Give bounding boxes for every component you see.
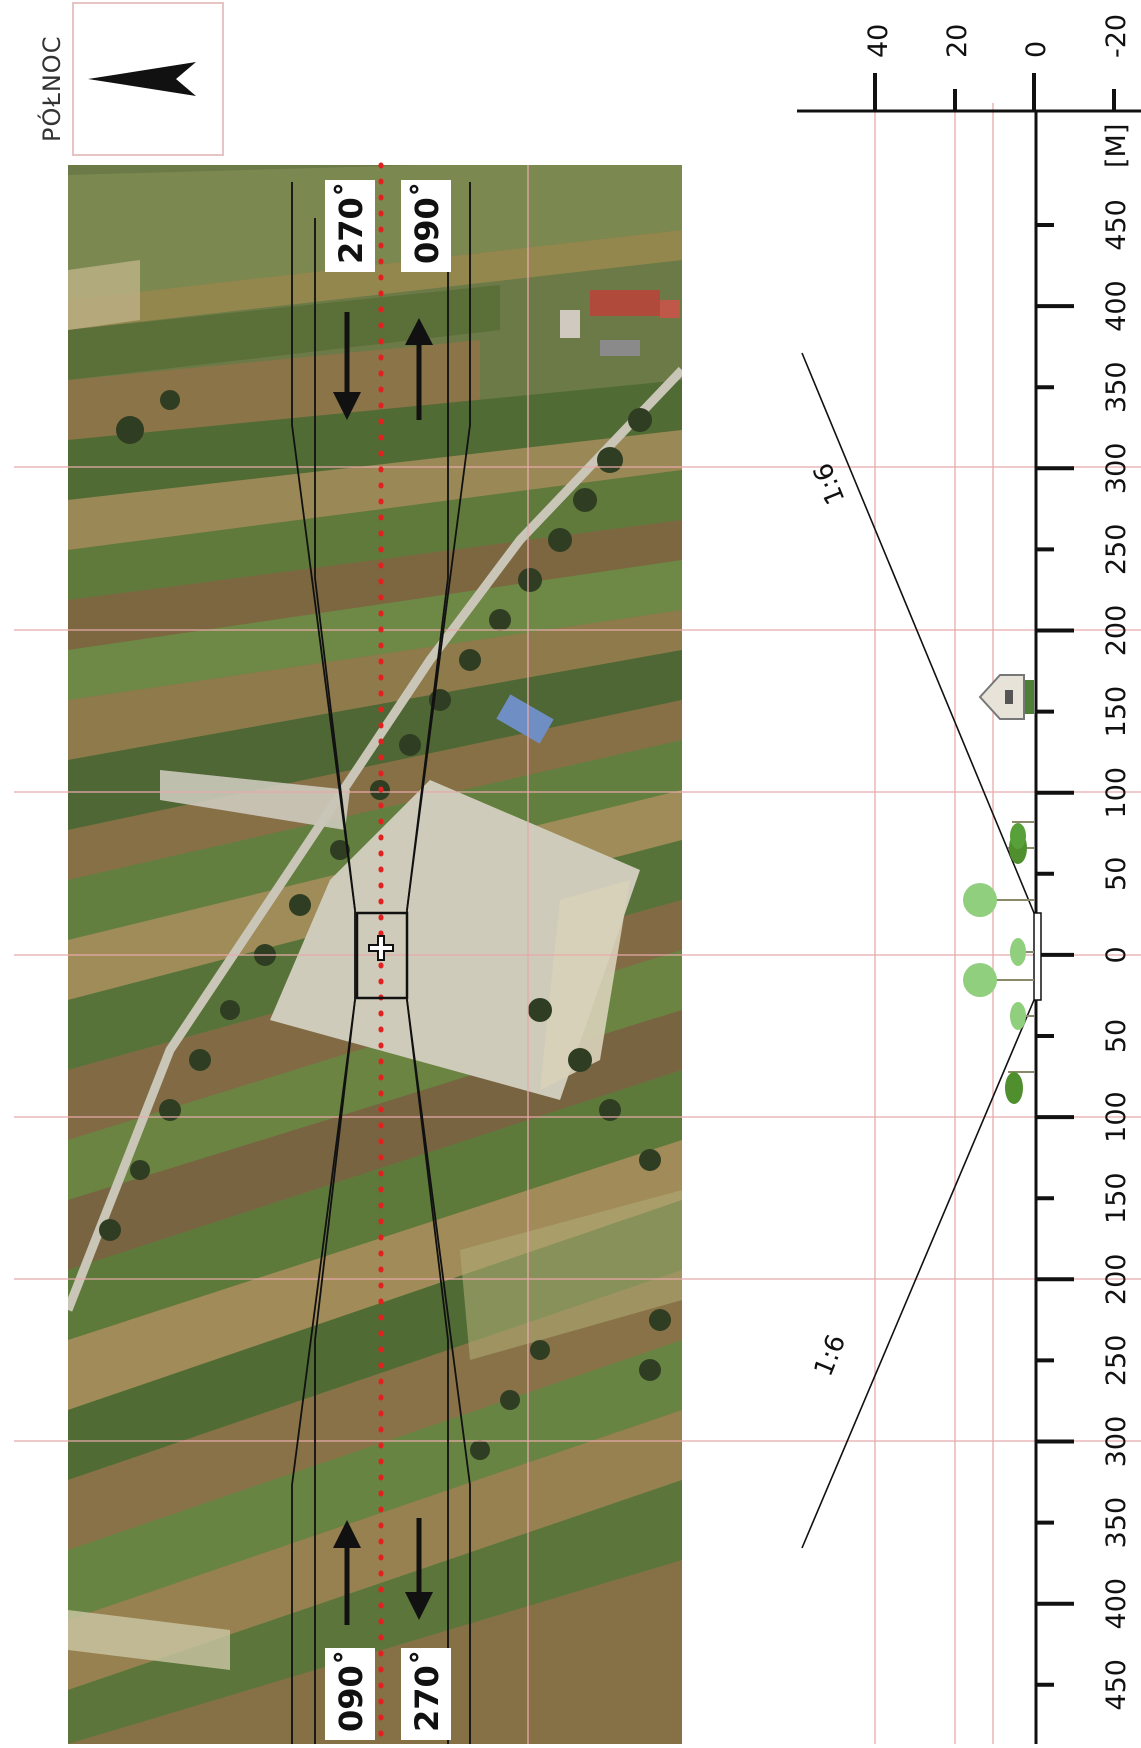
distance-label: 400 (1101, 280, 1132, 332)
arrow-up-icon (333, 1520, 361, 1625)
runway-heading-labels: 270˚ 090˚ 090˚ 270˚ (325, 180, 451, 1740)
distance-label: 0 (1101, 946, 1132, 963)
distance-label: 300 (1101, 1416, 1132, 1468)
height-label: 20 (942, 24, 973, 58)
distance-label: 200 (1101, 1254, 1132, 1306)
distance-label: 50 (1101, 857, 1132, 891)
height-label: 40 (863, 24, 894, 58)
runway-profile (1033, 912, 1042, 1001)
obstacle-profile: 1:6 1:6 (801, 352, 1042, 1549)
distance-label: 400 (1101, 1578, 1132, 1630)
tree-icon (1010, 821, 1034, 849)
height-unit: [M] (1101, 124, 1132, 168)
direction-arrows (333, 312, 433, 1625)
crosshair-icon (368, 935, 394, 961)
distance-label: 250 (1101, 1335, 1132, 1387)
heading-upper-right: 090˚ (408, 181, 446, 264)
distance-label: 100 (1101, 767, 1132, 819)
tree-icon (1010, 938, 1034, 966)
distance-label: 50 (1101, 1019, 1132, 1053)
aerodrome-reference-point (355, 911, 409, 1000)
tree-icon (1010, 1002, 1034, 1030)
distance-label: 150 (1101, 686, 1132, 738)
slope-label-upper: 1:6 (808, 459, 851, 509)
heading-lower-right: 270˚ (408, 1649, 446, 1732)
distance-label: 300 (1101, 443, 1132, 495)
distance-label: 200 (1101, 605, 1132, 657)
distance-label: 150 (1101, 1172, 1132, 1224)
tree-row (99, 390, 671, 1460)
approach-slope-upper (801, 352, 1035, 914)
building-icon (978, 674, 1034, 720)
height-label: -20 (1101, 14, 1132, 58)
tree-icon (1005, 1071, 1034, 1104)
height-scale: 40 20 0 -20 [M] (797, 14, 1141, 168)
arrow-down-icon (333, 312, 361, 420)
village (560, 290, 680, 356)
north-arrow-icon (88, 62, 196, 96)
north-indicator: PÓŁNOC (36, 2, 224, 156)
approach-slope-lower (801, 999, 1035, 1549)
distance-label: 450 (1101, 1659, 1132, 1711)
distance-label: 250 (1101, 524, 1132, 576)
distance-label: 350 (1101, 361, 1132, 413)
tree-icon (963, 883, 1034, 917)
heading-upper-left: 270˚ (332, 181, 370, 264)
slope-label-lower: 1:6 (809, 1331, 852, 1381)
height-label: 0 (1021, 41, 1052, 58)
hangar (496, 694, 554, 744)
north-label: PÓŁNOC (36, 36, 66, 142)
distance-label: 350 (1101, 1497, 1132, 1549)
tree-icon (963, 963, 1034, 997)
distance-label: 450 (1101, 199, 1132, 251)
grid (14, 103, 1141, 1744)
distance-scale: 450 400 350 300 250 200 150 100 50 0 50 100 150 200 25… (1034, 111, 1132, 1744)
distance-label: 100 (1101, 1091, 1132, 1143)
arrow-up-icon (405, 318, 433, 420)
arrow-down-icon (405, 1518, 433, 1620)
heading-lower-left: 090˚ (332, 1649, 370, 1732)
